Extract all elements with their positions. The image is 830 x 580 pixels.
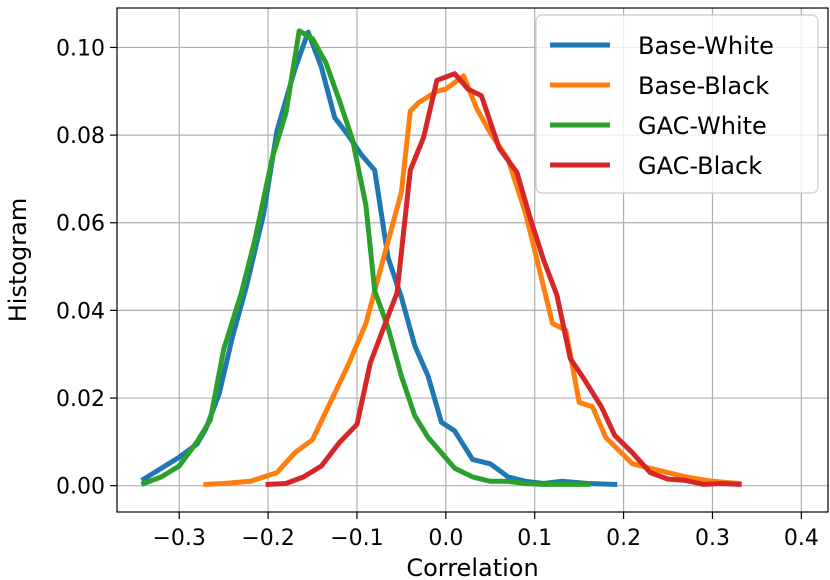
x-tick-label: 0.4	[784, 526, 819, 551]
legend-entry-label: GAC-Black	[638, 152, 762, 180]
legend-entry-label: GAC-White	[638, 112, 767, 140]
x-tick-label: 0.0	[428, 526, 463, 551]
plot-frame	[116, 7, 829, 513]
legend-entry-label: Base-Black	[638, 72, 769, 100]
y-axis-label: Histogram	[4, 198, 32, 323]
legend-box	[535, 14, 819, 194]
series-lines	[140, 28, 742, 488]
x-tick-label: −0.2	[241, 526, 294, 551]
x-axis-label: Correlation	[406, 554, 538, 580]
legend: Base-White Base-Black GAC-White GAC-Black	[535, 14, 819, 194]
y-tick-label: 0.00	[56, 475, 105, 500]
series-line-base-white	[140, 29, 618, 487]
legend-entry-label: Base-White	[638, 32, 774, 60]
y-tick-label: 0.08	[56, 124, 105, 149]
series-line-gac-black	[265, 71, 742, 488]
x-tick-label: 0.2	[606, 526, 641, 551]
y-tick-label: 0.06	[56, 212, 105, 237]
y-tick-label: 0.10	[56, 36, 105, 61]
series-line-base-black	[203, 73, 742, 488]
x-tick-label: 0.1	[517, 526, 552, 551]
series-line-gac-white	[140, 28, 591, 487]
x-tick-label: −0.3	[153, 526, 206, 551]
y-tick-label: 0.04	[56, 299, 105, 324]
x-tick-label: −0.1	[330, 526, 383, 551]
x-tick-label: 0.3	[695, 526, 730, 551]
y-tick-label: 0.02	[56, 387, 105, 412]
axis-ticks: −0.3 −0.2 −0.1 0.0 0.1 0.2 0.3 0.4 0.00 0.02 0.04 0…	[56, 36, 819, 551]
